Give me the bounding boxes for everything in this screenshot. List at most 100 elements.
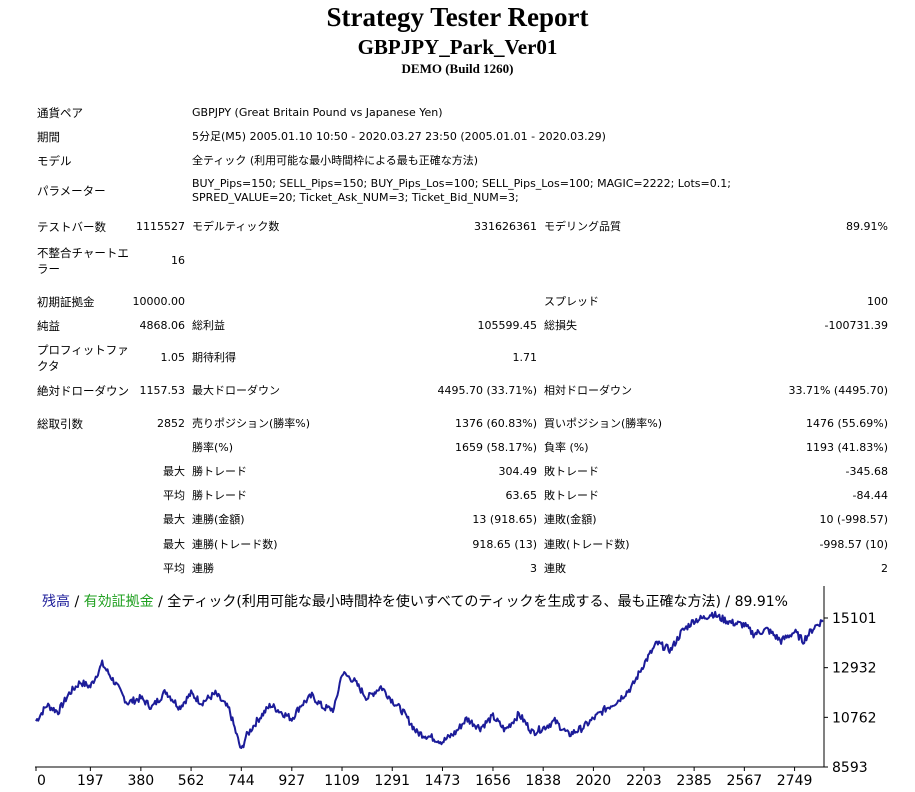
- avg-consecutive-wins-label: 連勝: [192, 562, 214, 575]
- mismatch-label: 不整合チャートエラー: [37, 246, 129, 276]
- consecutive-loss-value: -998.57 (10): [819, 538, 888, 551]
- short-positions-label: 売りポジション(勝率%): [192, 417, 311, 430]
- chart-caption: 残高 / 有効証拠金 / 全ティック(利用可能な最小時間枠を使いすべてのティック…: [42, 591, 788, 611]
- x-tick-label: 380: [127, 773, 154, 789]
- x-tick-label: 2567: [727, 773, 763, 789]
- max-consecutive-count-label: 最大: [163, 538, 185, 551]
- long-positions-value: 1476 (55.69%): [805, 417, 888, 430]
- build-info: DEMO (Build 1260): [401, 61, 514, 76]
- caption-model: 全ティック(利用可能な最小時間枠を使いすべてのティックを生成する、最も正確な方法…: [167, 594, 788, 610]
- avg-win-label: 勝トレード: [192, 489, 247, 502]
- spread-label: スプレッド: [544, 295, 599, 308]
- x-tick-label: 744: [228, 773, 255, 789]
- expected-payoff-value: 1.71: [512, 351, 538, 364]
- avg-consecutive-losses-value: 2: [881, 562, 888, 575]
- caption-separator: /: [70, 594, 84, 610]
- y-tick-label: 8593: [832, 760, 868, 776]
- spread-value: 100: [867, 295, 888, 308]
- expert-name: GBPJPY_Park_Ver01: [357, 35, 558, 59]
- plot-area: [35, 610, 824, 749]
- deposit-value: 10000.00: [132, 295, 186, 308]
- x-tick-label: 927: [278, 773, 305, 789]
- balance-line: [35, 610, 824, 749]
- largest-win-label: 勝トレード: [192, 465, 247, 478]
- report-title: Strategy Tester Report: [326, 2, 589, 32]
- x-tick-label: 1473: [425, 773, 461, 789]
- consecutive-wins-label: 連勝(金額): [192, 513, 245, 526]
- consecutive-losses-label: 連敗(金額): [544, 513, 597, 526]
- consecutive-losses-value: 10 (-998.57): [819, 513, 888, 526]
- max-drawdown-label: 最大ドローダウン: [192, 384, 280, 397]
- profit-trades-label: 勝率(%): [192, 441, 234, 454]
- x-tick-label: 562: [178, 773, 205, 789]
- gross-loss-label: 総損失: [544, 319, 577, 332]
- parameters-label: パラメーター: [37, 184, 106, 198]
- avg-win-value: 63.65: [505, 489, 538, 502]
- bars-value: 1115527: [136, 220, 185, 233]
- y-tick-label: 10762: [832, 710, 877, 726]
- period-label: 期間: [37, 130, 60, 144]
- total-trades-value: 2852: [157, 417, 185, 430]
- y-axis: 15101 12932 10762 8593: [823, 586, 877, 776]
- net-profit-value: 4868.06: [139, 319, 186, 332]
- abs-drawdown-label: 絶対ドローダウン: [37, 384, 129, 398]
- consecutive-profit-label: 連勝(トレード数): [192, 538, 278, 551]
- avg-consecutive-wins-value: 3: [530, 562, 537, 575]
- long-positions-label: 買いポジション(勝率%): [544, 417, 663, 430]
- largest-win-value: 304.49: [498, 465, 538, 478]
- net-profit-label: 純益: [37, 319, 60, 333]
- consecutive-loss-label: 連敗(トレード数): [544, 538, 630, 551]
- x-tick-label: 2203: [626, 773, 662, 789]
- max-drawdown-value: 4495.70 (33.71%): [437, 384, 537, 397]
- x-tick-label: 1656: [475, 773, 511, 789]
- largest-loss-value: -345.68: [845, 465, 888, 478]
- caption-balance: 残高: [42, 594, 70, 610]
- avg-loss-value: -84.44: [852, 489, 888, 502]
- profit-factor-value: 1.05: [160, 351, 186, 364]
- consecutive-wins-value: 13 (918.65): [472, 513, 537, 526]
- rel-drawdown-value: 33.71% (4495.70): [788, 384, 888, 397]
- x-tick-label: 0: [37, 773, 46, 789]
- x-tick-label: 2385: [676, 773, 712, 789]
- parameters-value: BUY_Pips=150; SELL_Pips=150; BUY_Pips_Lo…: [192, 177, 731, 204]
- x-tick-label: 197: [77, 773, 104, 789]
- x-tick-label: 1109: [324, 773, 360, 789]
- max-consecutive-label: 最大: [163, 513, 185, 526]
- model-label: モデル: [37, 154, 72, 168]
- average-label: 平均: [163, 489, 185, 502]
- consecutive-profit-value: 918.65 (13): [472, 538, 537, 551]
- x-axis: 0 197 380 562 744 927 1109 1291 1473 1656 1838 2020…: [35, 766, 824, 789]
- largest-label: 最大: [163, 465, 185, 478]
- profit-trades-value: 1659 (58.17%): [454, 441, 537, 454]
- avg-loss-label: 敗トレード: [544, 489, 599, 502]
- largest-loss-label: 敗トレード: [544, 465, 599, 478]
- x-tick-label: 2749: [777, 773, 813, 789]
- loss-trades-label: 負率 (%): [544, 441, 589, 454]
- short-positions-value: 1376 (60.83%): [454, 417, 537, 430]
- model-value: 全ティック (利用可能な最小時間枠による最も正確な方法): [192, 154, 479, 167]
- y-tick-label: 15101: [832, 611, 877, 627]
- period-value: 5分足(M5) 2005.01.10 10:50 - 2020.03.27 23…: [192, 130, 606, 143]
- profit-factor-label: プロフィットファクタ: [37, 343, 129, 373]
- gross-profit-value: 105599.45: [477, 319, 538, 332]
- loss-trades-value: 1193 (41.83%): [805, 441, 888, 454]
- caption-equity: 有効証拠金: [83, 594, 154, 610]
- caption-separator: /: [153, 594, 168, 610]
- avg-consecutive-losses-label: 連敗: [544, 562, 566, 575]
- x-tick-label: 2020: [576, 773, 612, 789]
- ticks-label: モデルティック数: [192, 220, 280, 233]
- x-tick-label: 1291: [374, 773, 410, 789]
- total-trades-label: 総取引数: [37, 417, 83, 431]
- symbol-label: 通貨ペア: [37, 106, 83, 120]
- rel-drawdown-label: 相対ドローダウン: [544, 384, 632, 397]
- bars-label: テストバー数: [37, 220, 106, 234]
- symbol-value: GBPJPY (Great Britain Pound vs Japanese …: [192, 106, 443, 119]
- quality-value: 89.91%: [846, 220, 888, 233]
- deposit-label: 初期証拠金: [37, 295, 95, 309]
- gross-loss-value: -100731.39: [824, 319, 888, 332]
- gross-profit-label: 総利益: [192, 319, 225, 332]
- ticks-value: 331626361: [474, 220, 537, 233]
- quality-label: モデリング品質: [544, 220, 621, 233]
- abs-drawdown-value: 1157.53: [139, 384, 186, 397]
- x-tick-label: 1838: [525, 773, 561, 789]
